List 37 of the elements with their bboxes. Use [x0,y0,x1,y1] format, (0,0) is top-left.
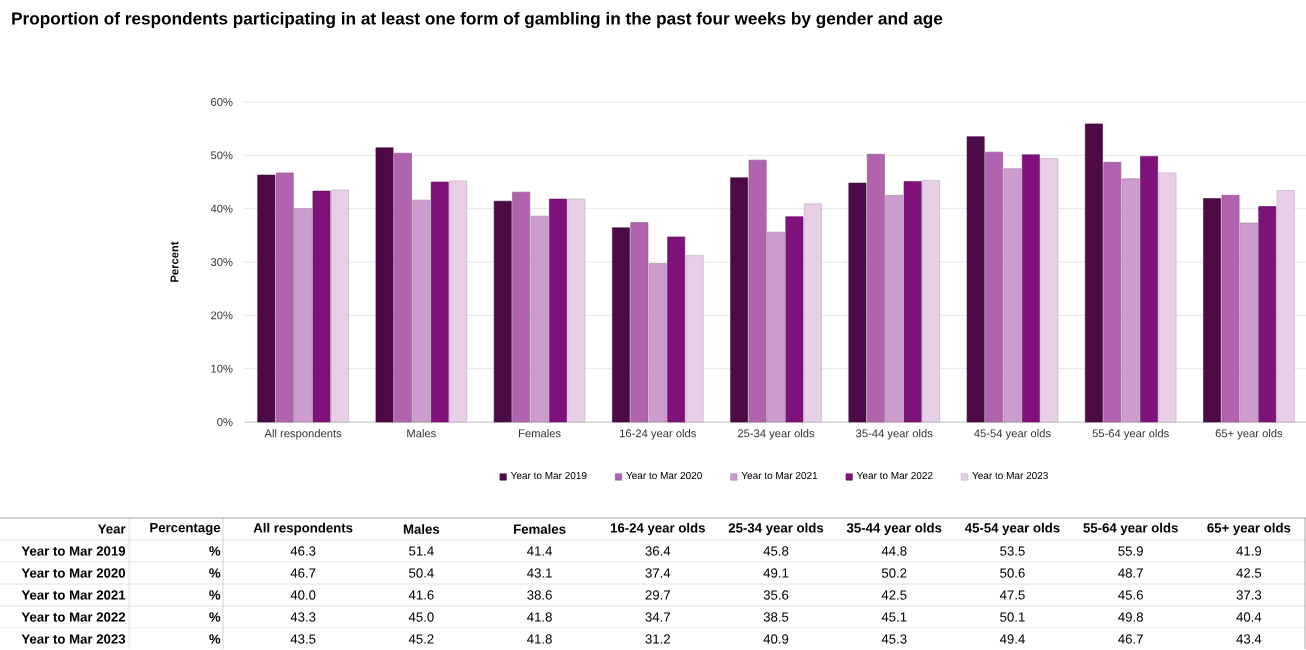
bar [1203,198,1221,423]
bar [630,222,649,423]
bar [1258,206,1277,423]
bar [375,147,394,423]
bar [612,227,630,423]
bar [785,216,804,423]
bar [430,181,449,423]
bar [394,152,412,423]
bar [748,159,767,423]
bar [493,200,512,423]
bar [549,198,567,423]
bar [530,215,549,423]
bar [512,191,531,423]
bar [1121,178,1140,423]
bar [294,208,313,423]
bar [966,136,985,423]
bar [257,174,276,423]
bar [648,263,667,423]
bar [1221,195,1240,423]
bar [903,181,922,423]
bar [866,153,885,423]
bar [1103,161,1122,423]
bar [412,199,431,423]
bar [730,177,749,423]
bar [767,231,785,423]
chart-title: Proportion of respondents participating in at least one form of gambling in the past four weeks by gender and age [12,11,943,29]
bar [1021,154,1040,423]
bar [275,172,294,423]
bar [312,190,331,423]
bar [1240,222,1258,423]
bar [985,151,1003,423]
bar [1084,123,1103,423]
bar [885,195,904,423]
bar [1140,156,1158,423]
bar [1003,168,1022,423]
bar [848,182,867,423]
bar [667,236,686,423]
